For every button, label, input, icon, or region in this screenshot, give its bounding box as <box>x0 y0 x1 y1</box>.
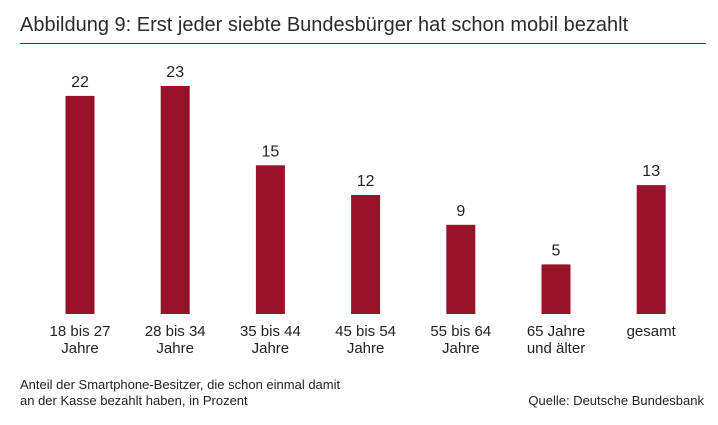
data-label-6: 13 <box>642 163 660 180</box>
category-label-5: 65 Jahre und älter <box>527 323 585 357</box>
data-label-0: 22 <box>71 74 89 91</box>
category-label-4: 55 bis 64 Jahre <box>430 323 491 357</box>
bar-6 <box>636 185 666 314</box>
data-label-2: 15 <box>262 143 280 160</box>
chart-footnote: Anteil der Smartphone-Besitzer, die scho… <box>20 377 440 409</box>
bar-1 <box>160 86 190 314</box>
bar-0 <box>65 95 95 315</box>
data-label-1: 23 <box>166 64 184 81</box>
category-label-2: 35 bis 44 Jahre <box>240 323 301 357</box>
source-note: Quelle: Deutsche Bundesbank <box>528 393 704 408</box>
title-divider <box>20 43 706 44</box>
bar-3 <box>351 195 381 314</box>
data-label-5: 5 <box>552 242 561 259</box>
category-label-3: 45 bis 54 Jahre <box>335 323 396 357</box>
category-label-0: 18 bis 27 Jahre <box>50 323 111 357</box>
category-label-6: gesamt <box>627 323 677 340</box>
data-label-4: 9 <box>456 203 465 220</box>
chart-title: Abbildung 9: Erst jeder siebte Bundesbür… <box>20 14 629 36</box>
bar-2 <box>255 165 285 314</box>
footnote-line-1: Anteil der Smartphone-Besitzer, die scho… <box>20 377 341 392</box>
bar-4 <box>446 224 476 314</box>
bar-5 <box>541 264 571 314</box>
data-label-3: 12 <box>357 173 375 190</box>
category-label-1: 28 bis 34 Jahre <box>145 323 206 357</box>
footnote-line-2: an der Kasse bezahlt haben, in Prozent <box>20 393 248 408</box>
